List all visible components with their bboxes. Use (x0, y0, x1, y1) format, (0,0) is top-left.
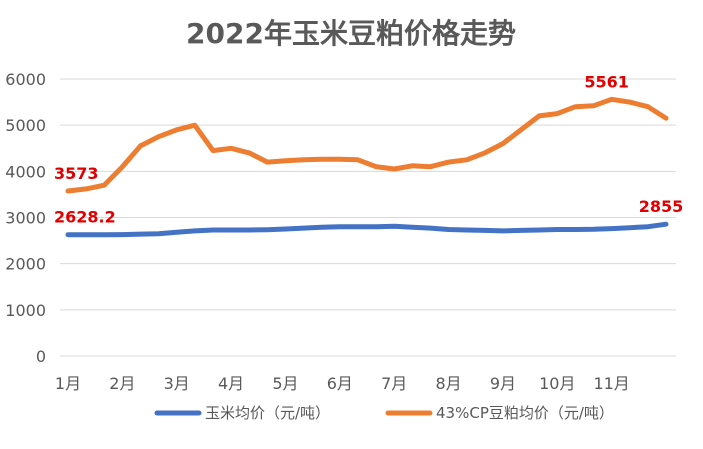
data-label: 3573 (54, 164, 99, 183)
legend-label: 43%CP豆粕均价（元/吨） (436, 404, 614, 422)
chart-title: 2022年玉米豆粕价格走势 (186, 17, 516, 50)
x-tick-label: 10月 (539, 374, 575, 393)
x-tick-label: 11月 (593, 374, 629, 393)
legend-label: 玉米均价（元/吨） (205, 404, 330, 422)
x-axis: 1月 2月 3月 4月 5月 6月 7月 8月 9月 10月 11月 (55, 374, 630, 393)
y-tick-label: 4000 (5, 162, 46, 181)
data-label: 5561 (584, 72, 629, 91)
y-tick-label: 1000 (5, 301, 46, 320)
series-line-0 (65, 221, 669, 238)
x-tick-label: 7月 (381, 374, 407, 393)
x-tick-label: 3月 (164, 374, 190, 393)
x-tick-label: 8月 (435, 374, 461, 393)
y-tick-label: 6000 (5, 70, 46, 89)
x-tick-label: 6月 (327, 374, 353, 393)
y-tick-label: 2000 (5, 255, 46, 274)
data-label: 2855 (639, 197, 684, 216)
y-axis: 0 1000 2000 3000 4000 5000 6000 (5, 70, 46, 366)
data-label: 2628.2 (54, 208, 116, 227)
y-tick-label: 3000 (5, 209, 46, 228)
x-tick-label: 5月 (272, 374, 298, 393)
series-line-1 (65, 96, 669, 194)
x-tick-label: 4月 (218, 374, 244, 393)
legend: 玉米均价（元/吨） 43%CP豆粕均价（元/吨） (154, 404, 614, 422)
series-lines (65, 96, 669, 238)
x-tick-label: 9月 (490, 374, 516, 393)
gridlines (60, 78, 676, 357)
y-tick-label: 5000 (5, 116, 46, 135)
y-tick-label: 0 (36, 347, 46, 366)
x-tick-label: 1月 (55, 374, 81, 393)
data-labels: 2628.2 2855 3573 5561 (54, 72, 683, 226)
x-tick-label: 2月 (109, 374, 135, 393)
